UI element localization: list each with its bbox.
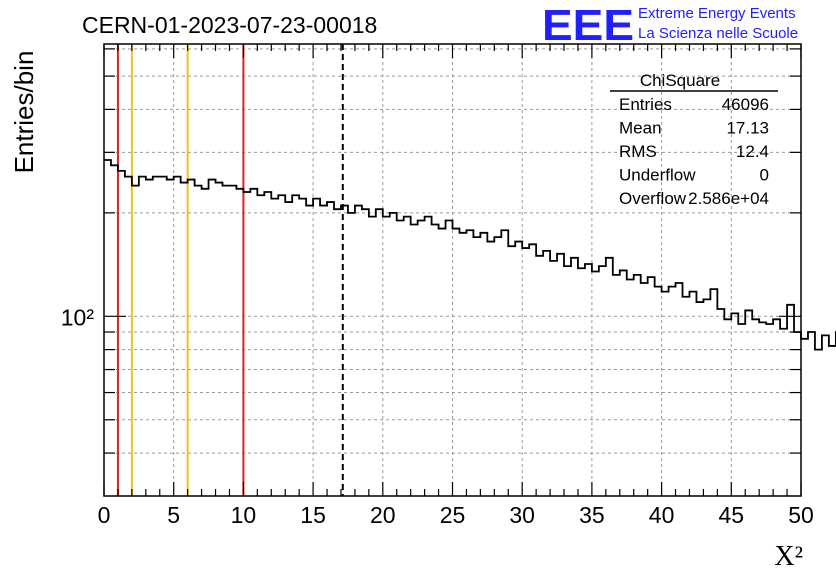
stats-value: 12.4	[736, 142, 769, 161]
x-tick-label: 30	[509, 502, 535, 528]
x-tick-label: 15	[300, 502, 326, 528]
reference-lines	[116, 44, 344, 496]
x-tick-label: 5	[167, 502, 180, 528]
x-tick-label: 45	[719, 502, 745, 528]
stats-label: Mean	[619, 119, 662, 138]
y-tick-labels: 10²	[61, 304, 95, 330]
x-tick-label: 0	[98, 502, 111, 528]
logo-line-1: Extreme Energy Events	[638, 5, 796, 22]
stats-value: 46096	[722, 95, 769, 114]
x-tick-label: 50	[788, 502, 814, 528]
x-axis-label: X²	[774, 541, 803, 572]
logo-line-2: La Scienza nelle Scuole	[638, 25, 798, 42]
stats-value: 0	[760, 166, 769, 185]
grid	[104, 44, 801, 496]
stats-rows: Entries 46096 Mean 17.13 RMS 12.4 Underflow 0 Ov…	[619, 95, 769, 208]
y-tick-label: 10²	[61, 304, 95, 330]
y-axis-label: Entries/bin	[9, 51, 39, 174]
stats-box: ChiSquare Entries 46096 Mean 17.13 RMS 12.4 Un…	[610, 71, 778, 208]
stats-value: 17.13	[726, 119, 769, 138]
x-tick-label: 35	[579, 502, 605, 528]
x-tick-label: 40	[649, 502, 675, 528]
stats-label: RMS	[619, 142, 657, 161]
stats-label: Entries	[619, 95, 672, 114]
run-title: CERN-01-2023-07-23-00018	[82, 12, 377, 38]
stats-label: Overflow	[619, 189, 687, 208]
stats-label: Underflow	[619, 166, 696, 185]
x-tick-label: 20	[370, 502, 396, 528]
stats-title: ChiSquare	[640, 71, 720, 90]
eee-logo-mark: EEE	[542, 1, 634, 50]
x-tick-labels: 0 5 10 15 20 25 30 35 40 45 50	[98, 502, 814, 528]
x-tick-label: 25	[440, 502, 466, 528]
x-tick-label: 10	[231, 502, 257, 528]
stats-value: 2.586e+04	[688, 189, 769, 208]
axis-ticks	[103, 44, 802, 496]
